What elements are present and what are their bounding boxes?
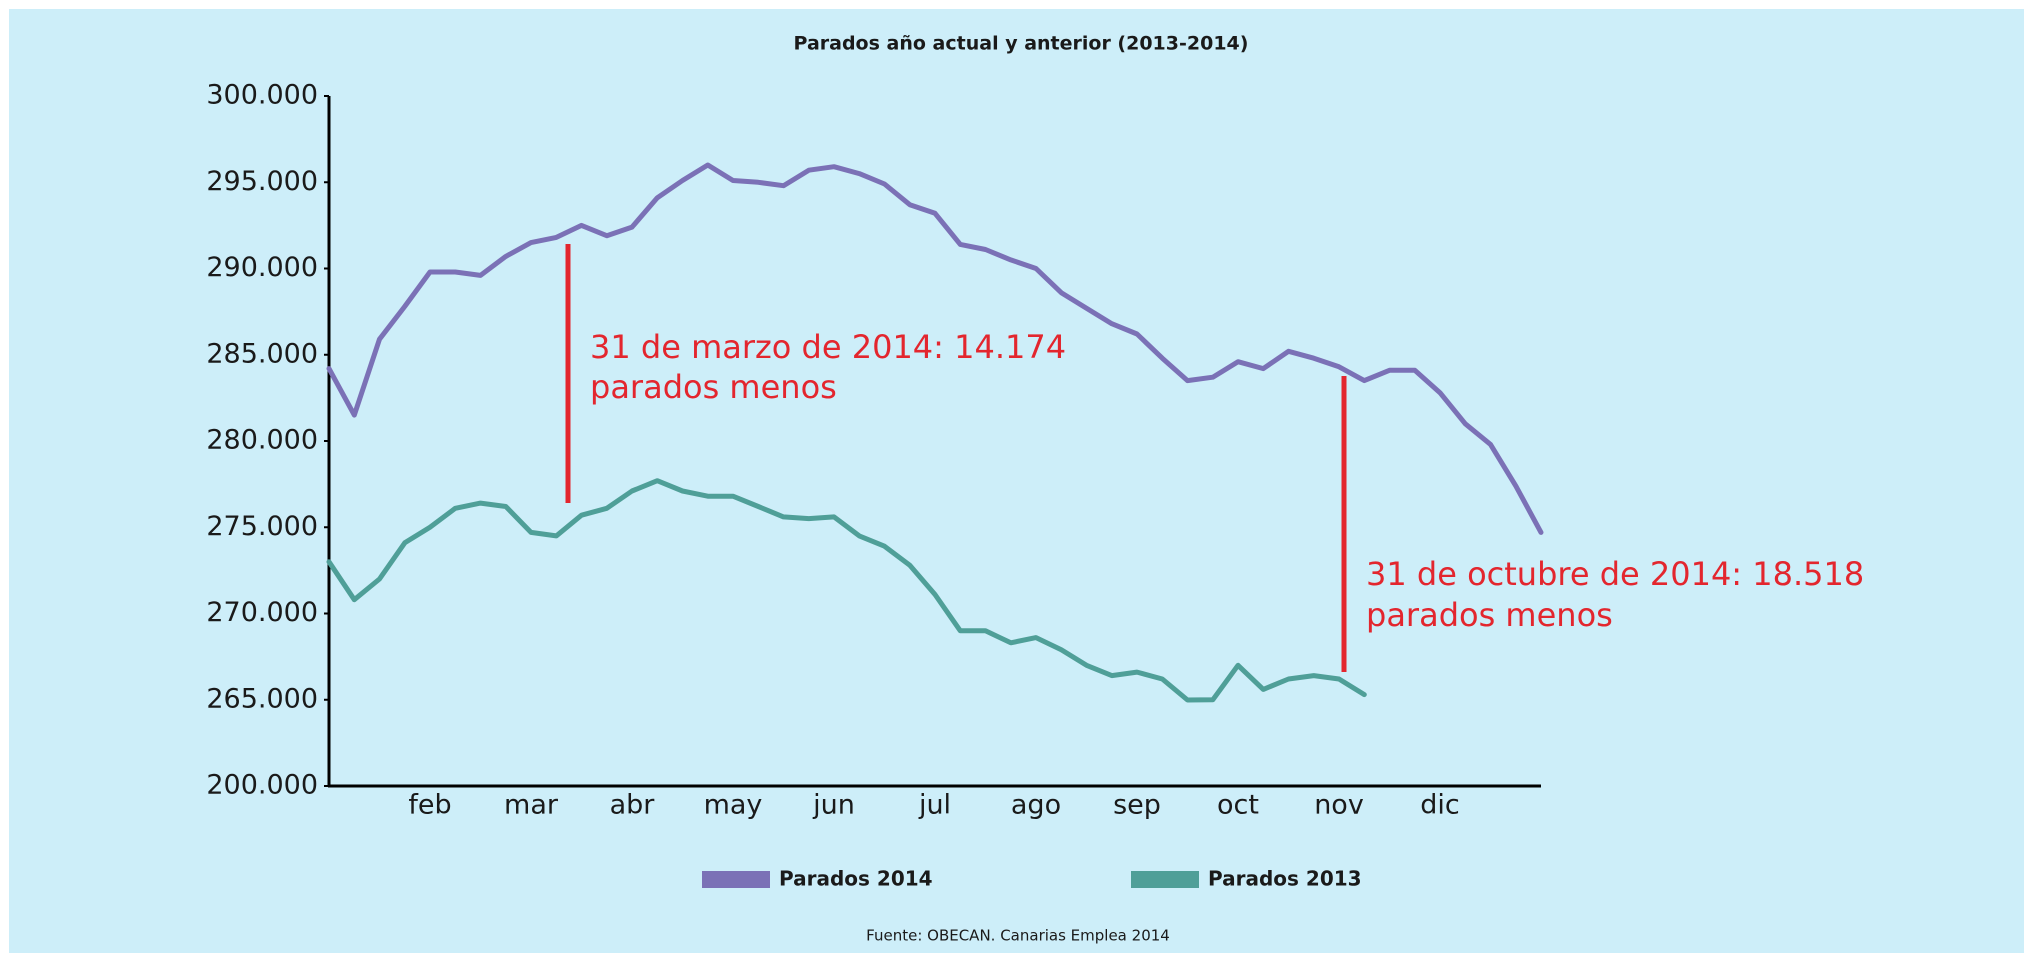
x-tick-label: dic — [1420, 790, 1460, 821]
x-tick-label: feb — [408, 790, 451, 821]
y-tick-label: 270.000 — [206, 597, 318, 628]
y-tick-label: 290.000 — [206, 252, 318, 283]
y-tick-label: 300.000 — [206, 80, 318, 111]
annotation: parados menos — [590, 368, 837, 406]
x-tick-label: nov — [1314, 790, 1364, 821]
legend-label: Parados 2014 — [779, 867, 933, 891]
series-line — [326, 162, 1544, 535]
x-tick-label: mar — [504, 790, 559, 821]
x-tick-label: oct — [1217, 790, 1259, 821]
legend-swatch — [1131, 871, 1199, 888]
y-tick-label: 285.000 — [206, 338, 318, 369]
annotation: parados menos — [1366, 596, 1613, 634]
source: Fuente: OBECAN. Canarias Emplea 2014 — [866, 927, 1170, 945]
y-tick-label: 275.000 — [206, 511, 318, 542]
x-tick-label: may — [704, 790, 763, 821]
x-tick-label: jun — [812, 790, 855, 821]
annotation: 31 de octubre de 2014: 18.518 — [1366, 555, 1864, 593]
annotation: 31 de marzo de 2014: 14.174 — [590, 328, 1066, 366]
series-line — [326, 478, 1367, 703]
y-tick-label: 280.000 — [206, 425, 318, 456]
y-tick-label: 265.000 — [206, 683, 318, 714]
background — [9, 9, 2024, 953]
y-tick-label: 295.000 — [206, 166, 318, 197]
y-tick-label: 200.000 — [206, 770, 318, 801]
x-tick-label: sep — [1113, 790, 1161, 821]
legend-label: Parados 2013 — [1208, 867, 1362, 891]
legend-swatch — [702, 871, 770, 888]
x-tick-label: abr — [610, 790, 656, 821]
chart-title: Parados año actual y anterior (2013-2014… — [794, 33, 1249, 55]
x-tick-label: ago — [1011, 790, 1061, 821]
x-tick-label: jul — [918, 790, 951, 821]
